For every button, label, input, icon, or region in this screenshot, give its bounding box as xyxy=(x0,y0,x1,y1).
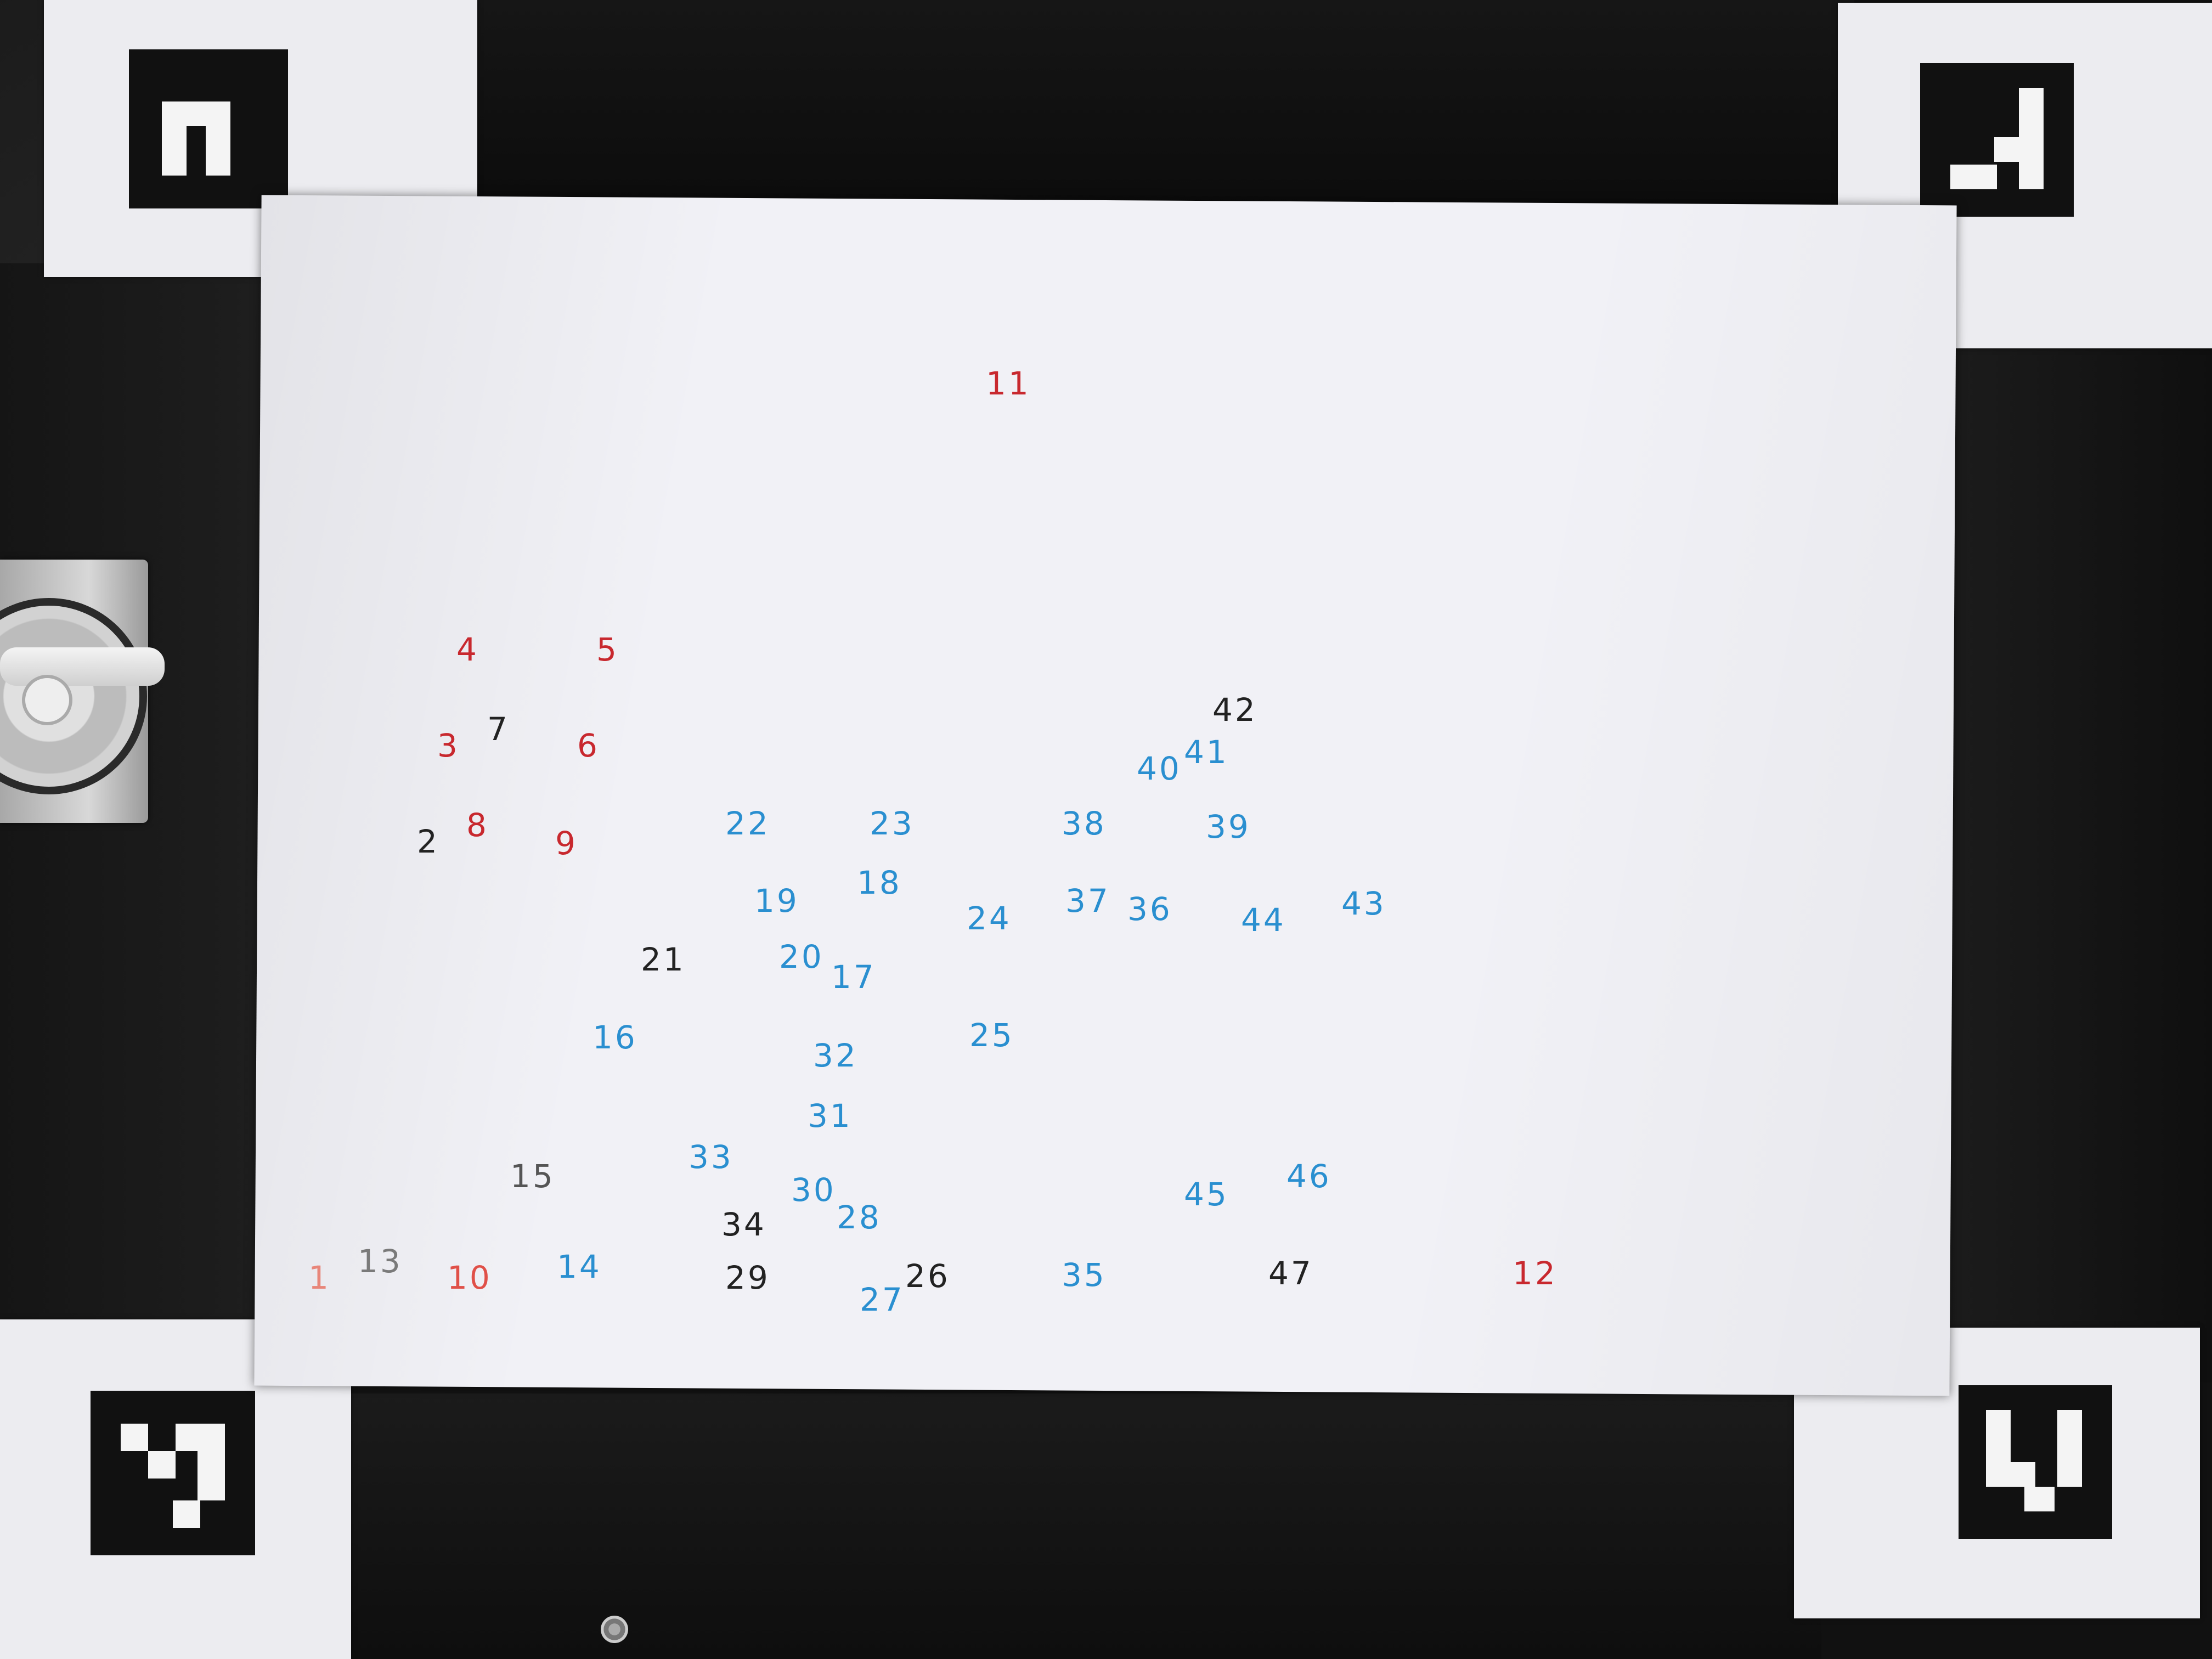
point-label: 9 xyxy=(555,825,578,862)
point-label: 25 xyxy=(969,1017,1014,1054)
point-label: 34 xyxy=(721,1206,766,1243)
point-label: 20 xyxy=(779,938,824,975)
fiducial-marker-bottom-right xyxy=(1959,1385,2112,1539)
point-label: 8 xyxy=(466,806,489,844)
point-label: 46 xyxy=(1286,1158,1331,1195)
point-label: 4 xyxy=(456,631,479,668)
point-label: 36 xyxy=(1127,890,1172,928)
point-label: 43 xyxy=(1341,885,1386,922)
fiducial-marker-top-right xyxy=(1920,63,2074,217)
point-label: 41 xyxy=(1184,733,1229,771)
point-label: 14 xyxy=(557,1248,602,1285)
point-label: 27 xyxy=(860,1281,905,1318)
point-label: 12 xyxy=(1513,1255,1558,1292)
point-label: 28 xyxy=(837,1199,882,1236)
fiducial-marker-bottom-left xyxy=(91,1391,255,1555)
point-label: 16 xyxy=(592,1019,637,1056)
point-label: 10 xyxy=(447,1259,492,1296)
point-label: 3 xyxy=(437,727,460,764)
point-label: 37 xyxy=(1065,882,1110,919)
point-label: 18 xyxy=(857,864,902,901)
point-label: 30 xyxy=(791,1171,836,1209)
machine-bed-top xyxy=(472,0,1854,208)
point-label: 31 xyxy=(808,1097,853,1135)
point-label: 35 xyxy=(1062,1256,1107,1294)
point-label: 2 xyxy=(417,823,439,860)
point-label: 29 xyxy=(725,1259,770,1296)
point-label: 45 xyxy=(1184,1176,1229,1213)
point-label: 5 xyxy=(596,631,619,668)
pen-tip xyxy=(22,675,72,725)
point-label: 19 xyxy=(754,882,799,919)
point-label: 44 xyxy=(1241,901,1286,939)
plotter-pen-holder xyxy=(0,521,165,850)
point-label: 17 xyxy=(831,958,876,996)
machine-bed-right xyxy=(1942,340,2212,1383)
paper-sheet xyxy=(254,195,1957,1396)
point-label: 32 xyxy=(813,1037,858,1074)
point-label: 11 xyxy=(986,365,1031,402)
point-label: 7 xyxy=(487,710,510,748)
point-label: 13 xyxy=(358,1243,403,1280)
point-label: 6 xyxy=(577,727,600,764)
fiducial-marker-top-left xyxy=(129,49,288,208)
point-label: 23 xyxy=(870,805,915,842)
point-label: 47 xyxy=(1268,1255,1313,1292)
point-label: 40 xyxy=(1137,750,1182,787)
pen-body xyxy=(0,647,165,686)
point-label: 42 xyxy=(1212,691,1257,729)
machine-bed-bottom xyxy=(340,1393,1821,1659)
point-label: 24 xyxy=(967,900,1012,937)
point-label: 39 xyxy=(1206,808,1251,845)
point-label: 15 xyxy=(510,1158,555,1195)
bed-screw xyxy=(601,1616,628,1643)
point-label: 1 xyxy=(308,1259,331,1296)
point-label: 26 xyxy=(905,1257,950,1295)
paper-shadow xyxy=(254,195,1957,1396)
point-label: 38 xyxy=(1062,805,1107,842)
point-label: 33 xyxy=(689,1138,733,1176)
point-label: 22 xyxy=(725,805,770,842)
point-label: 21 xyxy=(641,941,686,978)
